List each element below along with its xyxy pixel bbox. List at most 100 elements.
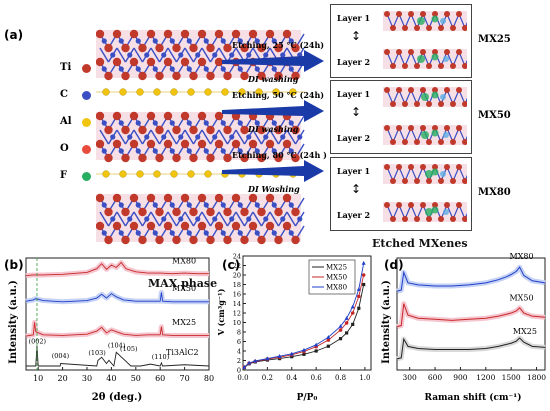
legend-label: F (60, 170, 68, 181)
xrd-xtick-label: 50 (131, 374, 141, 383)
raman-plot-frame (396, 257, 546, 371)
xrd-ylabel: Intensity (a.u.) (8, 280, 19, 364)
layer-1-label: Layer 1 (337, 89, 371, 99)
panel-c-label: (c) (222, 258, 241, 272)
xrd-peak-label: (002) (29, 338, 47, 346)
bet-xtick-label: 0.2 (262, 374, 273, 382)
bet-legend-label: MX50 (326, 274, 347, 282)
arrow-icon (222, 100, 324, 122)
element-legend: Ti C Al O F (60, 62, 94, 202)
xrd-xtick-label: 80 (204, 374, 214, 383)
mxene-box-mx25: Layer 1 Layer 2 ↕ (330, 4, 472, 78)
bet-point (277, 354, 282, 358)
atom-dot-icon (82, 118, 91, 127)
double-arrow-icon: ↕ (351, 105, 362, 119)
legend-item-ti: Ti (60, 62, 94, 76)
xrd-peak-label: (103) (88, 349, 106, 357)
atom-dot-icon (82, 172, 91, 181)
bet-point (345, 331, 349, 335)
bet-point (326, 344, 330, 348)
mxene-structure (383, 164, 467, 222)
etching-condition: Etching, 80 °C (24h ) (232, 150, 327, 160)
bet-ytick-label: 8 (237, 329, 241, 337)
bet-point (326, 338, 331, 342)
layer-1-label: Layer 1 (337, 13, 371, 23)
bet-ytick-label: 22 (233, 262, 241, 270)
xrd-xtick-label: 60 (155, 374, 165, 383)
max-phase-label: MAX phase (148, 277, 218, 290)
bet-point (344, 316, 349, 320)
bet-point (314, 349, 318, 353)
double-arrow-icon: ↕ (351, 182, 362, 196)
xrd-xtick-label: 10 (33, 374, 43, 383)
xrd-series-label: MX80 (172, 257, 196, 266)
xrd-series-mx80 (25, 261, 209, 277)
bet-ytick-label: 14 (233, 300, 241, 308)
xrd-series-label: Ti3AlC2 (166, 348, 199, 357)
atom-dot-icon (82, 91, 91, 100)
legend-item-al: Al (60, 116, 94, 130)
xrd-peak-label: (104) (108, 341, 126, 349)
bet-ylabel: V (cm³g⁻¹) (216, 288, 226, 336)
legend-item-o: O (60, 143, 94, 157)
bet-ytick-label: 12 (233, 310, 241, 318)
xrd-peak-label: (004) (52, 352, 70, 360)
double-arrow-icon: ↕ (351, 29, 362, 43)
raman-xtick-label: 300 (403, 373, 418, 382)
xrd-xlabel: 2θ (deg.) (92, 392, 142, 403)
bet-xlabel: P/P₀ (297, 393, 318, 403)
xrd-series-ti3alc2 (26, 346, 210, 368)
legend-item-f: F (60, 170, 94, 184)
raman-series-label: MX80 (509, 252, 533, 261)
bet-ytick-label: 4 (237, 348, 241, 356)
bet-point (290, 355, 294, 359)
bet-point (350, 311, 355, 315)
bet-ytick-label: 20 (233, 272, 241, 280)
bet-point (314, 342, 319, 347)
bet-point (326, 335, 331, 339)
mxene-sample-name: MX50 (478, 110, 511, 121)
atom-dot-icon (82, 64, 91, 73)
etching-condition: Etching, 25 °C (24h) (232, 40, 325, 50)
max-phase-structure (96, 29, 306, 245)
legend-label: O (60, 143, 69, 154)
legend-label: C (60, 89, 68, 100)
atom-dot-icon (82, 145, 91, 154)
raman-series-label: MX50 (509, 294, 533, 303)
bet-point (350, 304, 355, 309)
raman-xtick-label: 1200 (476, 373, 495, 382)
legend-item-c: C (60, 89, 94, 103)
raman-xtick-label: 600 (428, 373, 443, 382)
bet-point (357, 306, 361, 310)
bet-ytick-label: 10 (233, 319, 241, 327)
bet-series-mx50 (243, 274, 365, 368)
layer-2-label: Layer 2 (337, 210, 371, 220)
bet-point (361, 273, 366, 277)
bet-point (356, 287, 361, 291)
xrd-peak-label: (110) (152, 353, 170, 361)
bet-point (247, 360, 252, 365)
bet-ytick-label: 2 (237, 357, 241, 365)
layer-2-label: Layer 2 (337, 57, 371, 67)
etching-arrow-1: Etching, 25 °C (24h) DI washing (218, 40, 328, 90)
legend-label: Al (60, 116, 72, 127)
bet-point (344, 321, 349, 325)
etching-arrow-2: Etching, 50 °C (24h) DI washing (218, 90, 328, 140)
raman-xtick-label: 1500 (502, 373, 521, 382)
raman-series-mx80 (396, 266, 546, 292)
bet-point (351, 322, 355, 326)
bet-point (338, 324, 343, 328)
arrow-icon (222, 160, 324, 182)
xrd-xtick-label: 40 (106, 374, 116, 383)
xrd-plot-frame (25, 257, 210, 371)
raman-series-mx25 (396, 337, 546, 360)
xrd-xtick-label: 20 (58, 374, 68, 383)
mxene-structure (383, 11, 467, 69)
bet-series-mx80 (243, 263, 365, 368)
legend-label: Ti (60, 62, 72, 73)
bet-ytick-label: 16 (233, 291, 241, 299)
raman-xtick-label: 1800 (527, 373, 546, 382)
mxene-sample-name: MX80 (478, 187, 511, 198)
bet-point (265, 356, 270, 361)
